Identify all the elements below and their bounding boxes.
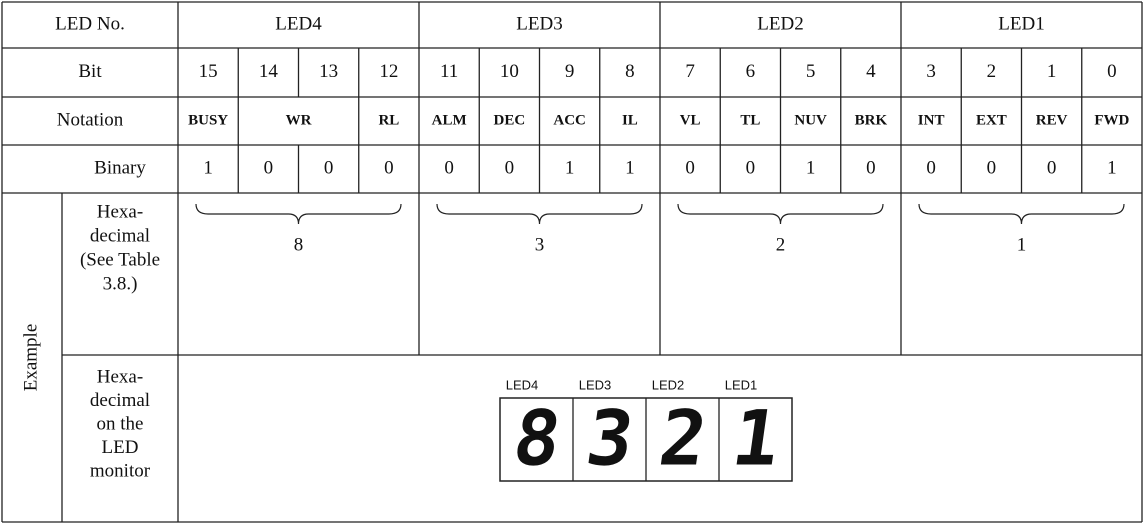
notation-cell: ACC (553, 112, 586, 128)
bit-cell: 4 (866, 61, 876, 82)
binary-cell: 0 (926, 157, 936, 178)
bit-cell: 11 (440, 61, 458, 82)
notation-cell: RL (378, 112, 399, 128)
header-cell: LED3 (516, 13, 562, 34)
notation-cell: WR (286, 112, 312, 128)
notation-cell: INT (918, 112, 945, 128)
binary-cell: 0 (1047, 157, 1057, 178)
notation-cell: DEC (494, 112, 526, 128)
notation-cell: TL (740, 112, 760, 128)
led-label: LED3 (579, 377, 612, 392)
row-label: 3.8.) (103, 273, 138, 294)
bit-cell: 9 (565, 61, 575, 82)
binary-cell: 0 (264, 157, 274, 178)
row-label: (See Table (80, 249, 160, 270)
brace (677, 203, 884, 225)
led-digit: 2 (654, 395, 712, 484)
binary-cell: 1 (565, 157, 575, 178)
bit-cell: 2 (987, 61, 997, 82)
hex-cell: 2 (776, 234, 786, 255)
binary-cell: 0 (384, 157, 394, 178)
notation-cell: NUV (794, 112, 827, 128)
header-cell: LED1 (998, 13, 1044, 34)
led-label: LED1 (725, 377, 758, 392)
binary-cell: 1 (625, 157, 635, 178)
bit-cell: 8 (625, 61, 635, 82)
binary-cell: 0 (505, 157, 515, 178)
bit-cell: 5 (806, 61, 816, 82)
notation-cell: BUSY (188, 112, 228, 128)
binary-cell: 1 (203, 157, 213, 178)
row-label: Binary (94, 157, 146, 178)
led-label: LED4 (506, 377, 539, 392)
bit-cell: 7 (685, 61, 695, 82)
bit-cell: 14 (259, 61, 279, 82)
bit-cell: 6 (746, 61, 756, 82)
header-cell: LED2 (757, 13, 803, 34)
row-label: monitor (90, 460, 151, 481)
binary-cell: 1 (1107, 157, 1117, 178)
led-label: LED2 (652, 377, 685, 392)
binary-cell: 1 (806, 157, 816, 178)
led-digit: 3 (581, 395, 639, 484)
header-cell: LED No. (55, 13, 125, 34)
notation-cell: FWD (1094, 112, 1129, 128)
example-label: Example (20, 324, 41, 392)
hex-cell: 8 (294, 234, 304, 255)
row-label: on the (97, 413, 144, 434)
binary-cell: 0 (866, 157, 876, 178)
header-cell: LED4 (275, 13, 322, 34)
notation-cell: IL (622, 112, 638, 128)
notation-cell: REV (1036, 112, 1068, 128)
notation-cell: ALM (432, 112, 467, 128)
row-label: decimal (90, 390, 150, 411)
brace (195, 203, 402, 225)
bit-cell: 13 (319, 61, 338, 82)
led-digit: 8 (508, 395, 566, 484)
binary-cell: 0 (444, 157, 454, 178)
bit-cell: 3 (926, 61, 936, 82)
led-digit: 1 (727, 395, 785, 484)
bit-cell: 10 (500, 61, 519, 82)
bit-cell: 0 (1107, 61, 1117, 82)
bit-cell: 15 (199, 61, 218, 82)
row-label: Hexa- (97, 201, 143, 222)
row-label: Bit (78, 61, 102, 82)
brace (918, 203, 1125, 225)
hex-cell: 1 (1017, 234, 1027, 255)
notation-cell: VL (680, 112, 701, 128)
row-label: Notation (57, 109, 124, 130)
binary-cell: 0 (685, 157, 695, 178)
row-label: decimal (90, 225, 150, 246)
bit-cell: 12 (379, 61, 398, 82)
notation-cell: BRK (855, 112, 888, 128)
binary-cell: 0 (324, 157, 334, 178)
row-label: LED (102, 437, 139, 458)
binary-cell: 0 (746, 157, 756, 178)
brace (436, 203, 643, 225)
notation-cell: EXT (976, 112, 1007, 128)
hex-cell: 3 (535, 234, 545, 255)
binary-cell: 0 (987, 157, 997, 178)
row-label: Hexa- (97, 366, 143, 387)
bit-cell: 1 (1047, 61, 1057, 82)
